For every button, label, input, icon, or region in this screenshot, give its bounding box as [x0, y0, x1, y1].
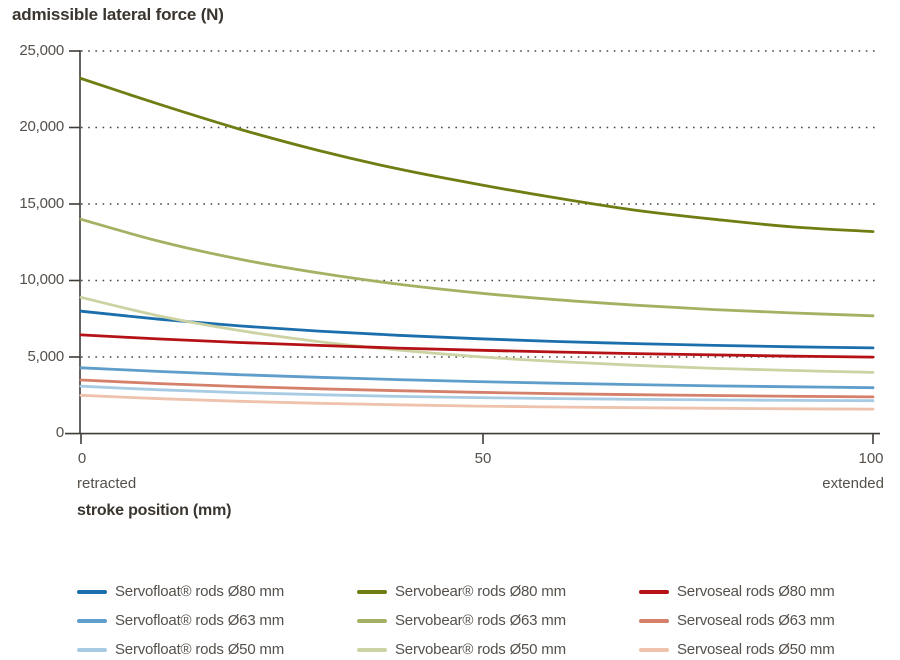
legend-swatch-servobear-80 — [357, 589, 387, 594]
curve-servofloat-rods-d50-mm — [79, 384, 875, 403]
x-tick-label: 100 — [858, 450, 884, 467]
legend-swatch-servoseal-63 — [639, 618, 669, 623]
y-axis-title: admissible lateral force (N) — [12, 5, 224, 24]
x-axis-ticks — [80, 433, 874, 444]
curve-servobear-rods-d80-mm — [79, 77, 875, 233]
legend-swatch-servoseal-50 — [639, 647, 669, 652]
legend-label: Servoseal rods Ø63 mm — [677, 612, 835, 629]
legend-label: Servofloat® rods Ø63 mm — [115, 612, 285, 629]
legend-label: Servoseal rods Ø50 mm — [677, 641, 835, 658]
curve-servofloat-rods-d63-mm — [79, 366, 875, 390]
legend-label: Servobear® rods Ø80 mm — [395, 583, 566, 600]
x-annotation-retracted: retracted — [77, 475, 137, 492]
legend-swatch-servofloat-80 — [77, 589, 107, 594]
legend-item-servoseal-63: Servoseal rods Ø63 mm — [639, 612, 835, 629]
y-tick-label: 5,000 — [27, 348, 64, 365]
x-tick-label: 50 — [474, 450, 492, 467]
legend-item-servobear-50: Servobear® rods Ø50 mm — [357, 641, 639, 658]
legend-swatch-servofloat-50 — [77, 647, 107, 652]
curve-servoseal-rods-d80-mm — [79, 333, 875, 359]
legend-label: Servobear® rods Ø63 mm — [395, 612, 566, 629]
legend-item-servobear-63: Servobear® rods Ø63 mm — [357, 612, 639, 629]
x-axis-title: stroke position (mm) — [77, 502, 232, 519]
curve-servoseal-rods-d63-mm — [79, 378, 875, 399]
y-axis-ticks — [69, 50, 80, 358]
legend-swatch-servofloat-63 — [77, 618, 107, 623]
legend-swatch-servobear-63 — [357, 618, 387, 623]
legend-item-servoseal-50: Servoseal rods Ø50 mm — [639, 641, 835, 658]
x-annotation-extended: extended — [822, 475, 884, 492]
legend-label: Servobear® rods Ø50 mm — [395, 641, 566, 658]
legend-item-servobear-80: Servobear® rods Ø80 mm — [357, 583, 639, 600]
curve-servobear-rods-d63-mm — [79, 217, 875, 318]
legend-item-servofloat-80: Servofloat® rods Ø80 mm — [77, 583, 357, 600]
y-tick-label: 15,000 — [19, 195, 64, 212]
legend-swatch-servoseal-80 — [639, 589, 669, 594]
legend: Servofloat® rods Ø80 mm Servobear® rods … — [77, 577, 835, 660]
legend-label: Servoseal rods Ø80 mm — [677, 583, 835, 600]
legend-item-servoseal-80: Servoseal rods Ø80 mm — [639, 583, 835, 600]
axes — [65, 50, 880, 444]
legend-swatch-servobear-50 — [357, 647, 387, 652]
legend-label: Servofloat® rods Ø50 mm — [115, 641, 285, 658]
legend-label: Servofloat® rods Ø80 mm — [115, 583, 285, 600]
y-tick-label: 0 — [55, 424, 64, 441]
legend-item-servofloat-50: Servofloat® rods Ø50 mm — [77, 641, 357, 658]
curve-servofloat-rods-d80-mm — [79, 309, 875, 350]
y-tick-label: 25,000 — [19, 42, 64, 59]
curve-servobear-rods-d50-mm — [79, 296, 875, 374]
legend-item-servofloat-63: Servofloat® rods Ø63 mm — [77, 612, 357, 629]
data-curves — [79, 77, 875, 411]
y-tick-label: 20,000 — [19, 118, 64, 135]
x-tick-label: 0 — [77, 450, 87, 467]
y-tick-label: 10,000 — [19, 271, 64, 288]
curve-servoseal-rods-d50-mm — [79, 393, 875, 411]
